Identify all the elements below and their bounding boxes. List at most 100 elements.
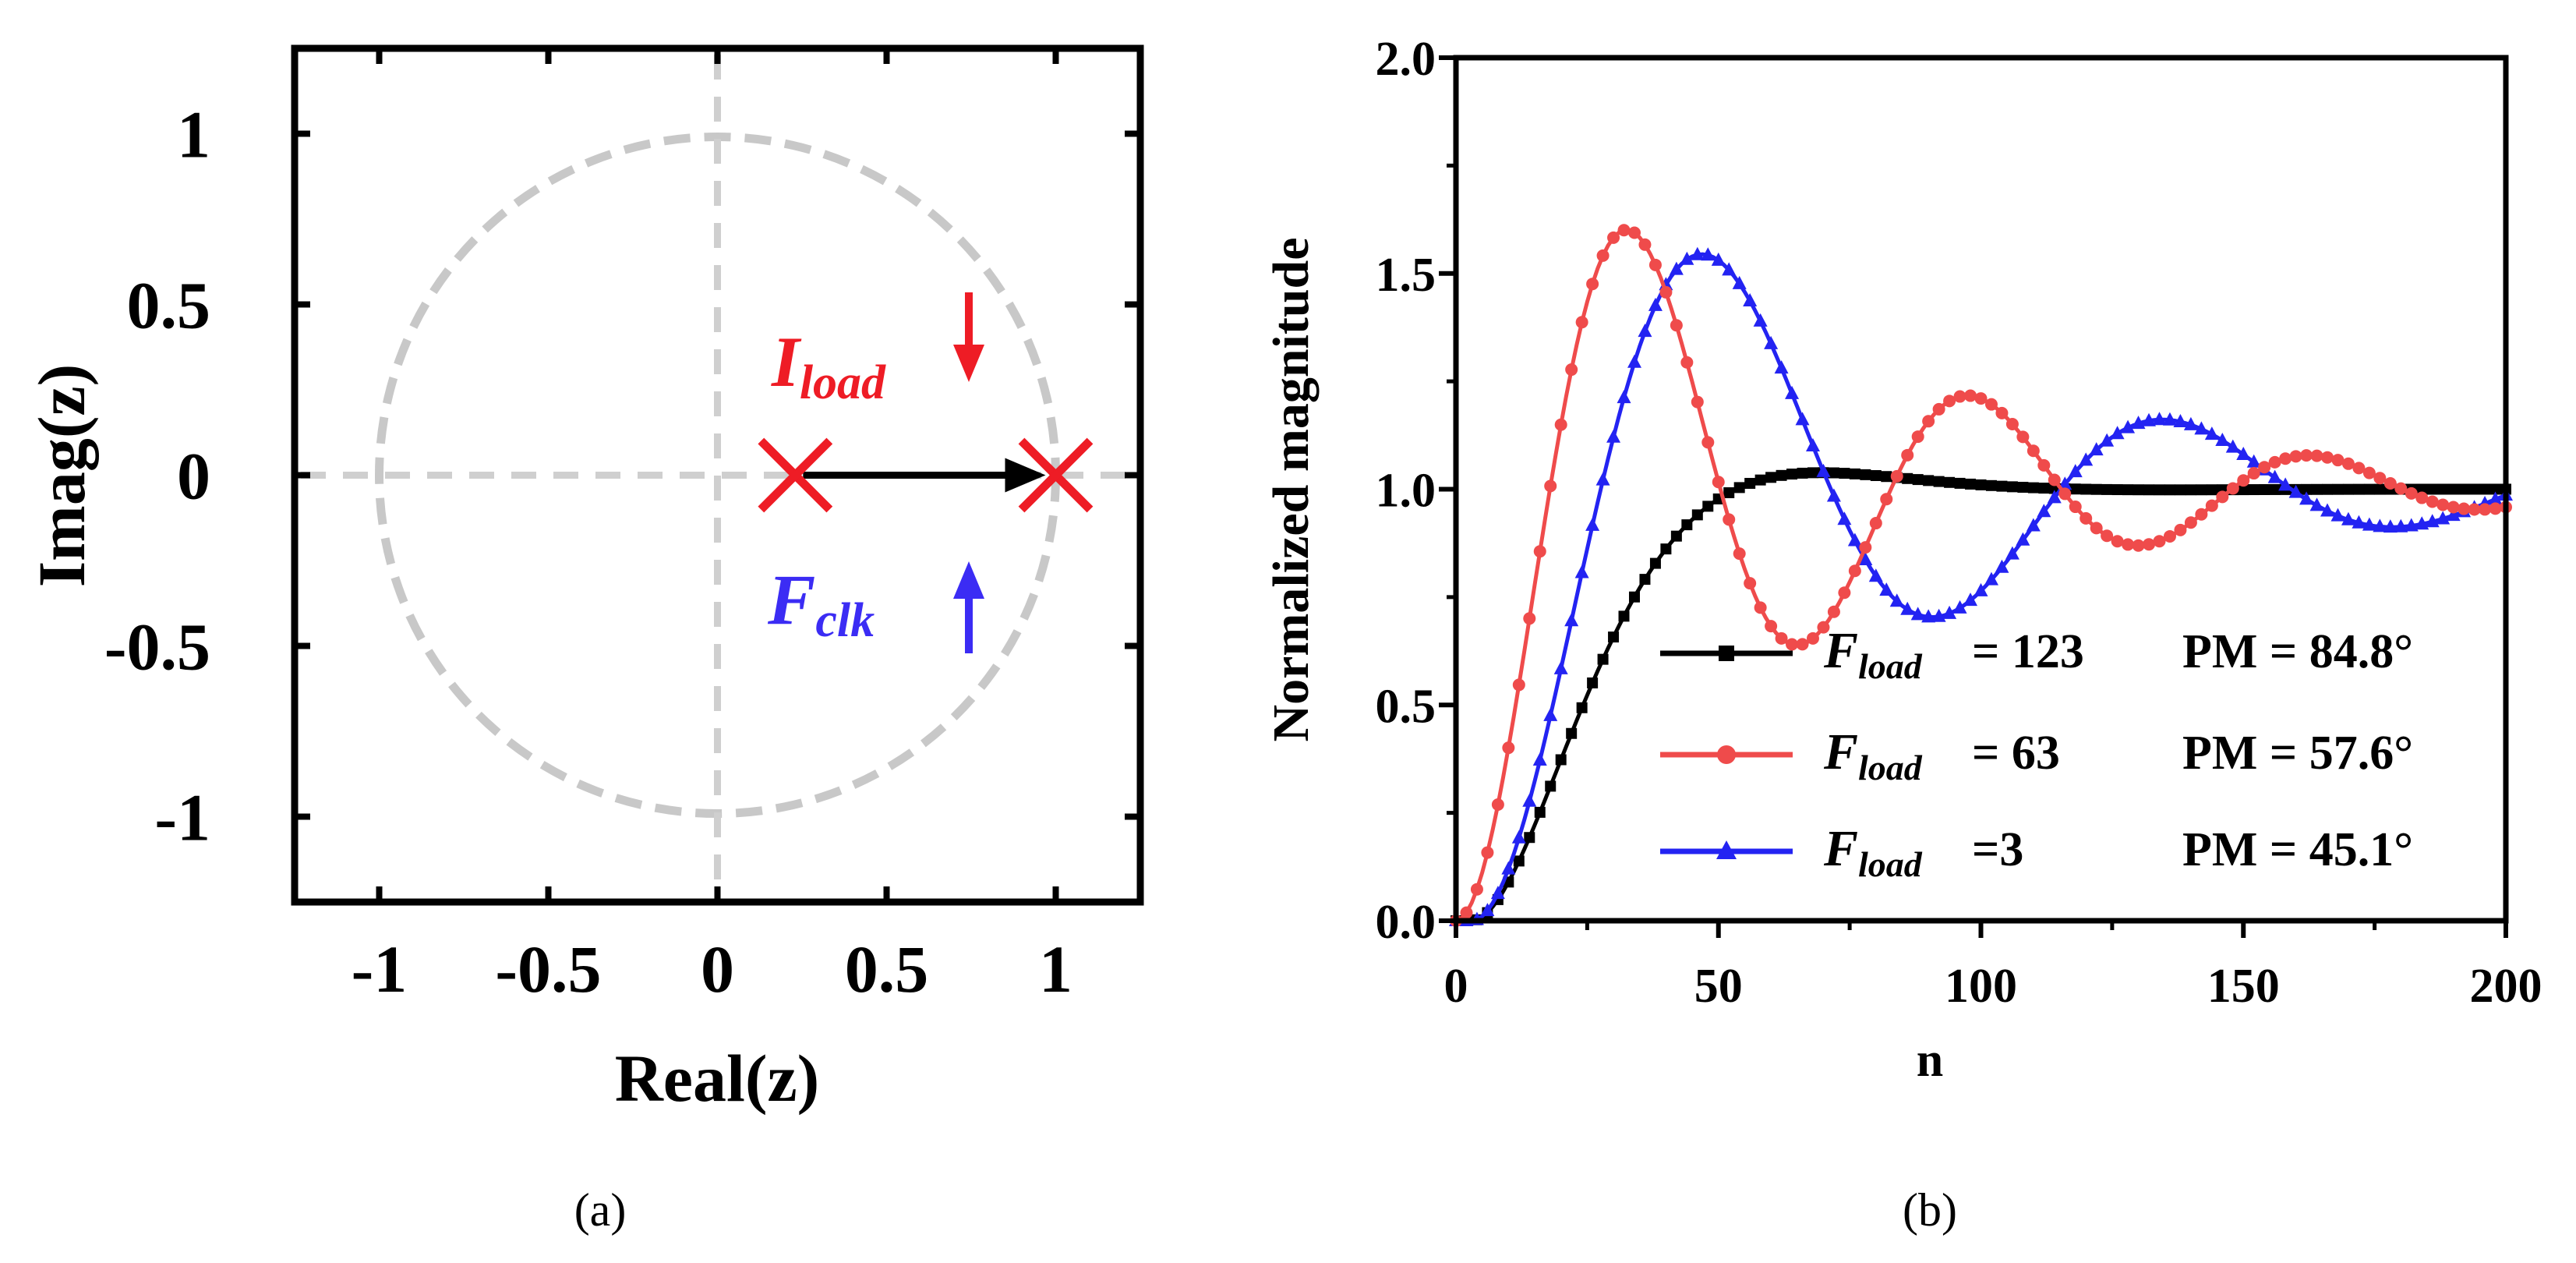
data-point-triangle <box>2446 508 2461 522</box>
data-point-square <box>2111 484 2123 496</box>
data-point-square <box>1639 574 1651 586</box>
data-point-triangle <box>1585 517 1600 531</box>
data-point-triangle <box>2173 413 2188 427</box>
data-point-triangle <box>2436 511 2451 525</box>
data-point-triangle <box>1952 600 1967 614</box>
data-point-triangle <box>1711 252 1726 266</box>
x-tick-label: 100 <box>1945 960 2017 1013</box>
panel-b-xlabel: n <box>1917 1034 1943 1087</box>
data-point-square <box>2489 483 2501 495</box>
data-point-square <box>2196 484 2207 496</box>
data-point-square <box>2342 483 2354 495</box>
data-point-square <box>2259 483 2270 495</box>
data-point-circle <box>1859 541 1872 554</box>
data-point-triangle <box>1963 593 1978 607</box>
data-point-square <box>1776 469 1787 481</box>
data-point-circle <box>2362 466 2376 479</box>
data-point-circle <box>2195 508 2208 521</box>
annotation-load-label: Iload <box>771 322 886 409</box>
data-point-triangle <box>1627 354 1641 368</box>
series-circle <box>1450 224 2512 927</box>
data-point-square <box>1933 476 1945 487</box>
data-point-square <box>2069 483 2081 495</box>
data-point-circle <box>1648 258 1662 271</box>
data-point-circle <box>1627 226 1641 239</box>
data-point-square <box>1954 477 1966 489</box>
data-point-square <box>1912 474 1924 486</box>
data-point-circle <box>1880 493 1893 506</box>
data-point-circle <box>1995 406 2009 419</box>
pole-end-marker <box>1018 437 1094 513</box>
data-point-circle <box>1712 476 1725 489</box>
data-point-triangle <box>2352 515 2366 529</box>
panel-b-caption: (b) <box>1903 1184 1957 1236</box>
data-point-square <box>1587 677 1599 688</box>
data-point-circle <box>1869 517 1882 530</box>
data-point-square <box>1996 480 2008 492</box>
data-point-circle <box>1544 479 1557 493</box>
y-tick-label: 0.5 <box>127 268 211 343</box>
data-point-circle <box>1754 601 1767 614</box>
data-point-circle <box>2258 461 2271 474</box>
data-point-circle <box>1984 398 1998 411</box>
data-point-square <box>1513 855 1525 867</box>
data-point-circle <box>1796 638 1809 651</box>
data-point-triangle <box>2016 532 2030 546</box>
data-point-triangle <box>1501 861 1516 875</box>
data-point-circle <box>1786 638 1799 651</box>
panel-a-caption: (a) <box>574 1184 627 1236</box>
data-point-circle <box>1943 394 1956 408</box>
data-point-triangle <box>1921 609 1936 623</box>
legend-marker-triangle <box>1716 840 1737 859</box>
pole-movement-arrowhead <box>1005 458 1046 493</box>
data-point-triangle <box>2373 518 2387 532</box>
data-point-circle <box>1775 632 1788 645</box>
data-point-triangle <box>1690 246 1705 260</box>
data-point-square <box>1723 487 1735 499</box>
data-point-circle <box>2458 502 2471 515</box>
data-point-triangle <box>1805 437 1820 451</box>
data-point-circle <box>1974 392 1988 405</box>
data-point-square <box>1618 610 1630 622</box>
data-point-circle <box>1491 798 1504 812</box>
legend-marker-circle <box>1717 745 1736 764</box>
legend-subscript: load <box>1858 646 1923 686</box>
data-point-triangle <box>2225 439 2240 453</box>
data-point-square <box>2133 484 2144 496</box>
data-point-circle <box>2226 482 2239 495</box>
data-point-square <box>1923 475 1935 486</box>
data-point-square <box>1608 632 1620 643</box>
data-point-triangle <box>1774 360 1789 374</box>
data-point-square <box>2006 481 2018 493</box>
legend-marker-square <box>1719 646 1734 661</box>
data-point-circle <box>1806 632 1819 645</box>
data-point-circle <box>2341 457 2355 470</box>
data-point-circle <box>2279 452 2292 465</box>
annotation-subscript: clk <box>815 594 875 647</box>
annotation-main-symbol: I <box>771 322 802 402</box>
data-point-square <box>1797 467 1808 479</box>
data-point-square <box>2374 483 2386 495</box>
data-point-triangle <box>2142 412 2157 426</box>
data-point-triangle <box>2236 447 2251 461</box>
data-point-circle <box>1911 430 1924 444</box>
data-point-triangle <box>2194 421 2209 435</box>
data-point-square <box>1870 469 1882 481</box>
data-point-square <box>2154 484 2165 496</box>
data-point-circle <box>2069 501 2082 514</box>
panel-b-step-response-plot: 0 50 100 150 200 0.0 0.5 1.0 1.5 2.0 Fload = 123 PM… <box>1263 33 2542 1236</box>
panel-a-marks: Iload Fclk <box>758 292 1094 653</box>
panel-a-tick-labels: -1 -0.5 0 0.5 1 1 0.5 0 -0.5 -1 <box>104 97 1072 1007</box>
data-point-square <box>2447 483 2459 495</box>
data-point-circle <box>2268 455 2281 469</box>
legend-phase-margin: PM = 84.8° <box>2182 625 2413 678</box>
data-point-square <box>1985 479 1997 491</box>
data-point-triangle <box>2288 484 2303 498</box>
y-tick-label: 1.0 <box>1376 465 1436 518</box>
data-point-circle <box>2005 418 2019 431</box>
data-point-square <box>1566 727 1578 739</box>
data-point-square <box>2468 483 2480 495</box>
data-point-square <box>1691 509 1703 521</box>
data-point-square <box>1670 530 1682 542</box>
